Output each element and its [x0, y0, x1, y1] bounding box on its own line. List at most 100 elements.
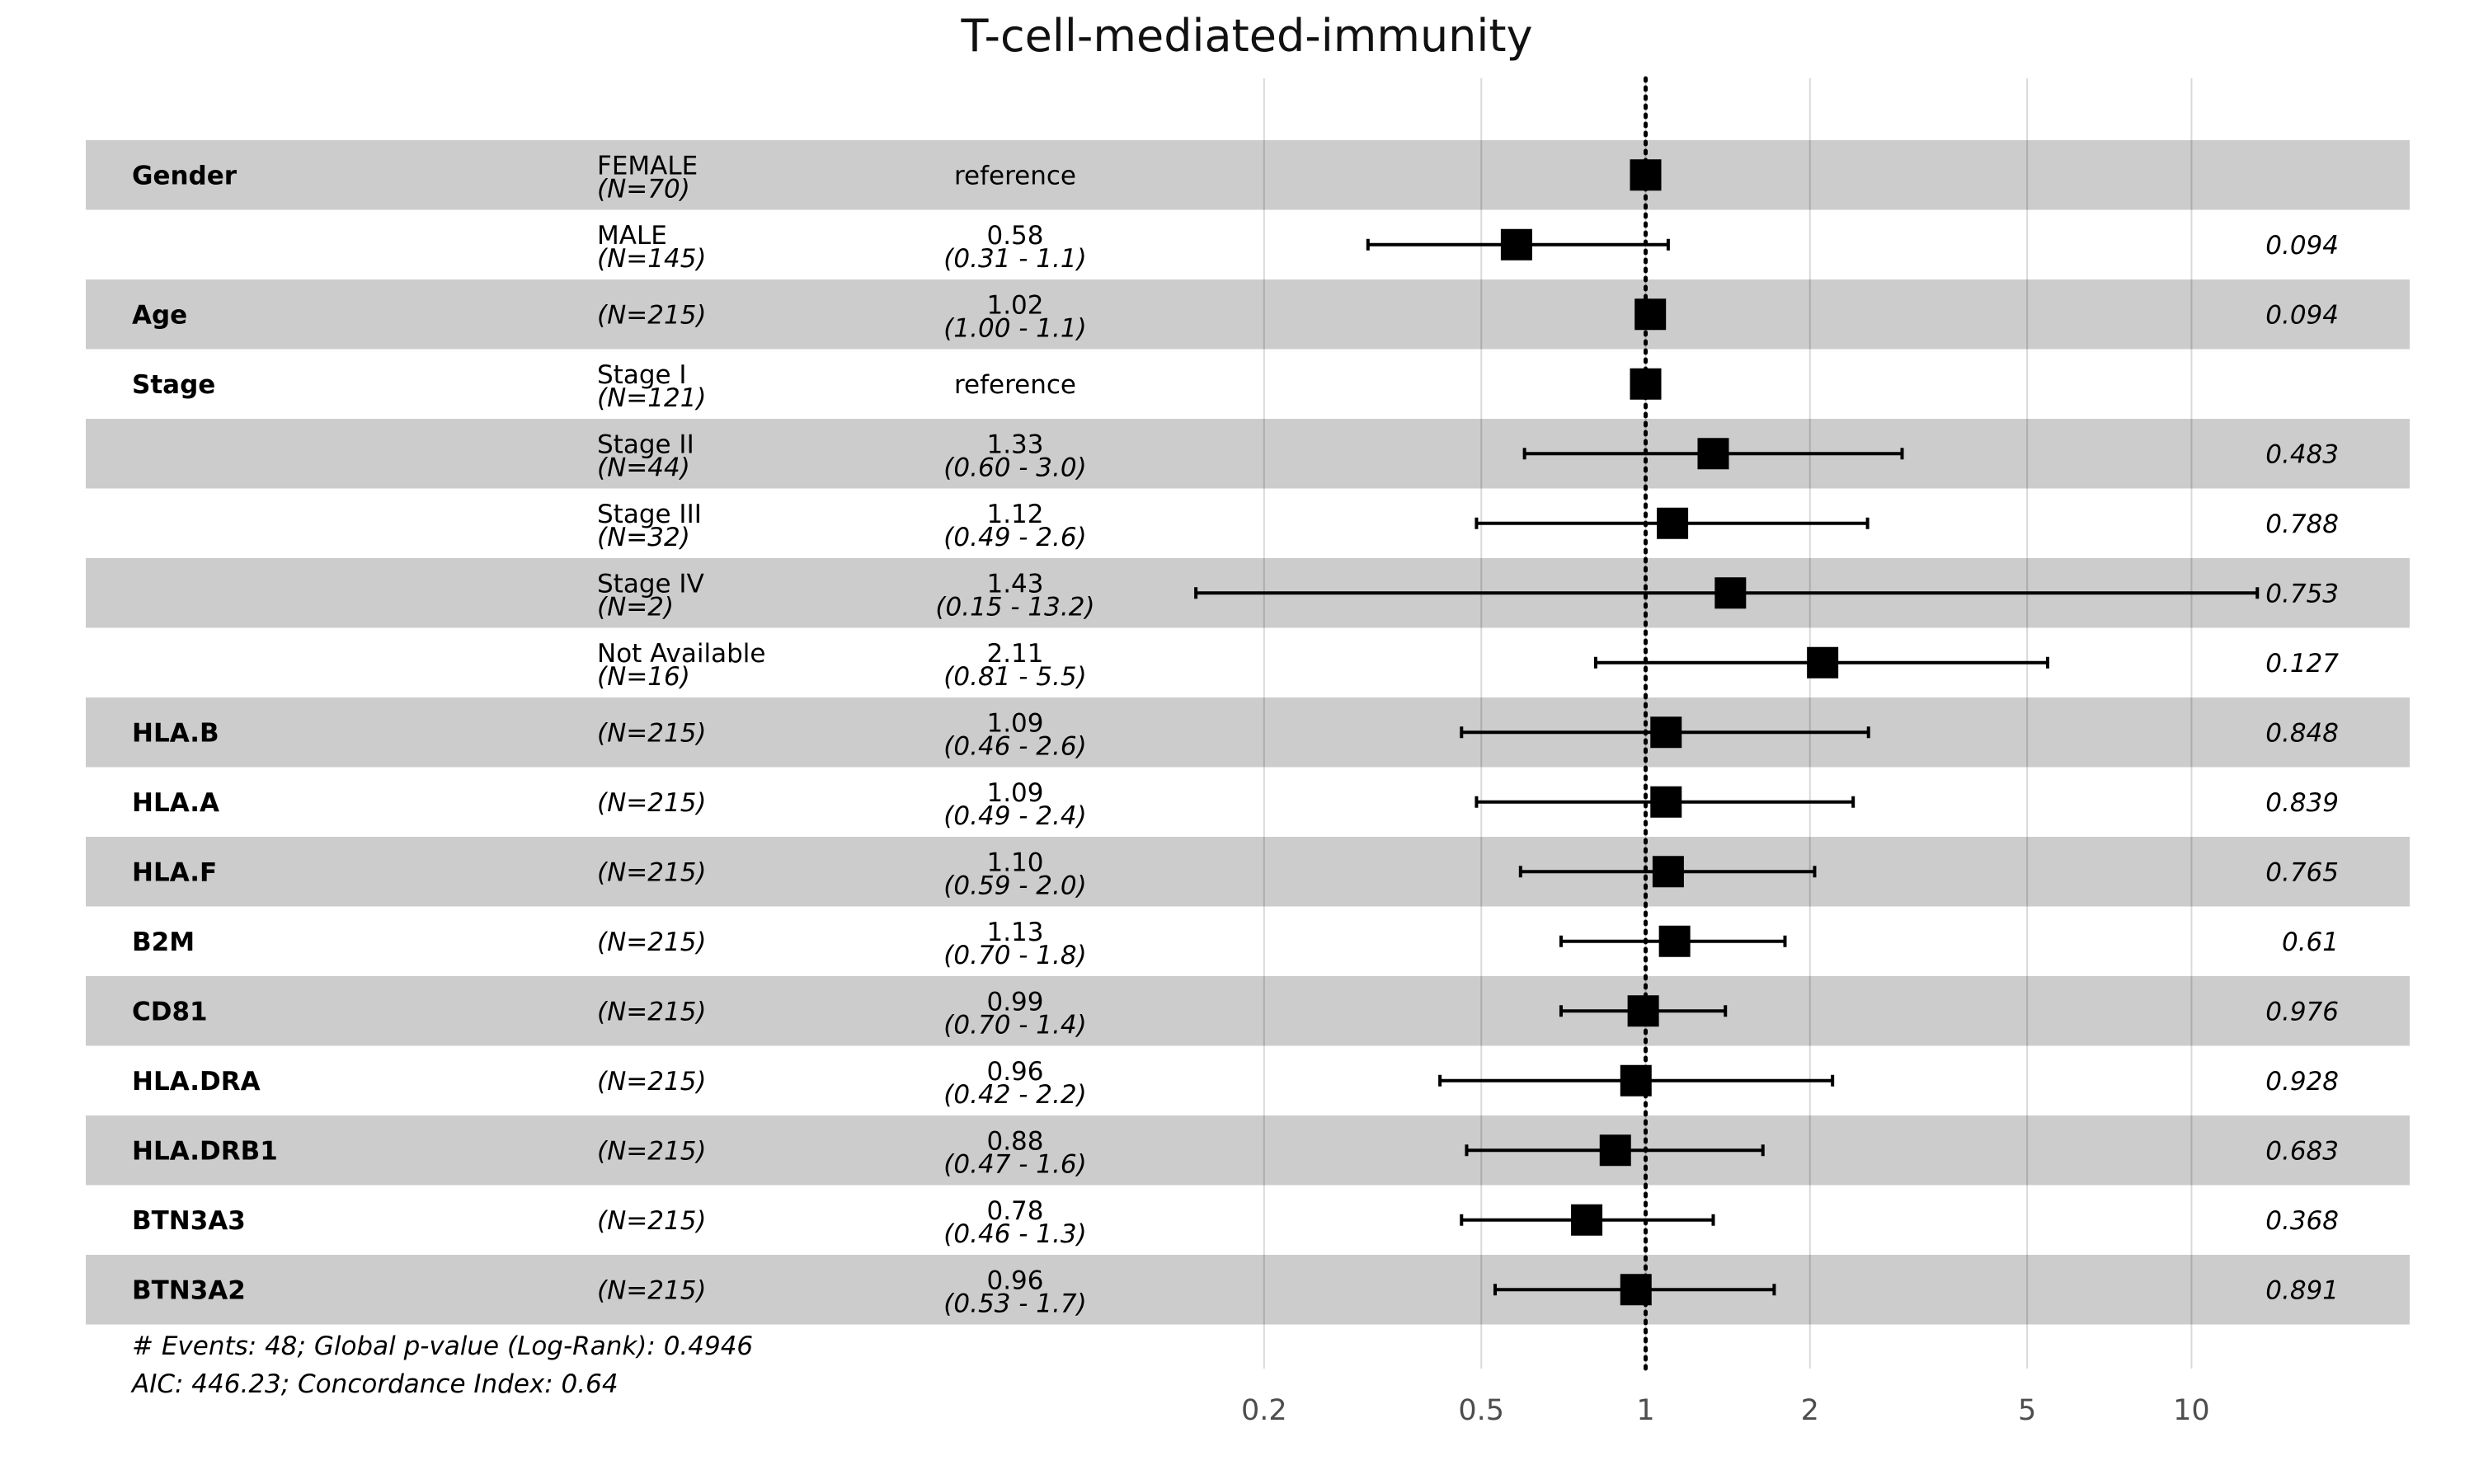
confidence-interval-label: (0.31 - 1.1)	[943, 244, 1086, 274]
row-band	[86, 279, 2410, 350]
hazard-ratio-marker	[1652, 856, 1684, 888]
variable-label: HLA.F	[132, 857, 217, 887]
variable-label: Stage	[132, 370, 215, 400]
n-label: (N=215)	[597, 928, 707, 957]
confidence-interval-label: (0.49 - 2.6)	[943, 523, 1086, 552]
hazard-ratio-marker	[1571, 1204, 1603, 1236]
level-label: FEMALE	[597, 151, 698, 181]
variable-label: BTN3A2	[132, 1275, 246, 1305]
variable-label: HLA.B	[132, 718, 219, 748]
level-label: Not Available	[597, 639, 765, 669]
variable-label: Age	[132, 300, 187, 330]
table-row: HLA.DRB1 (N=215) 0.88(0.47 - 1.6) 0.683	[132, 1126, 2339, 1179]
footnotes: # Events: 48; Global p-value (Log-Rank):…	[130, 1331, 753, 1399]
row-band	[86, 837, 2410, 907]
hazard-ratio-label: 1.12	[986, 500, 1043, 529]
hazard-ratio-label: 0.58	[986, 221, 1043, 251]
hazard-ratio-label: 1.43	[986, 569, 1043, 599]
confidence-interval-label: (0.46 - 1.3)	[943, 1219, 1086, 1249]
p-value-label: 0.976	[2265, 997, 2339, 1026]
p-value-label: 0.928	[2265, 1067, 2339, 1097]
table-rows: Gender FEMALE(N=70) reference MALE(N=145) 0.…	[132, 151, 2339, 1318]
table-row: Stage IV(N=2) 1.43(0.15 - 13.2) 0.753	[597, 569, 2339, 622]
confidence-interval-label: (0.60 - 3.0)	[943, 453, 1086, 482]
table-row: BTN3A3 (N=215) 0.78(0.46 - 1.3) 0.368	[132, 1196, 2339, 1249]
n-label: (N=2)	[597, 592, 674, 622]
x-tick-label: 0.2	[1241, 1394, 1287, 1427]
hazard-ratio-marker	[1697, 438, 1729, 470]
p-value-label: 0.683	[2265, 1136, 2339, 1166]
p-value-label: 0.127	[2265, 649, 2339, 679]
n-label: (N=215)	[597, 997, 707, 1026]
row-band	[86, 1185, 2410, 1255]
p-value-label: 0.61	[2282, 928, 2339, 957]
p-value-label: 0.094	[2265, 231, 2339, 261]
hazard-ratio-marker	[1650, 716, 1682, 749]
row-band	[86, 209, 2410, 279]
n-label: (N=215)	[597, 1136, 707, 1166]
n-label: (N=215)	[597, 1275, 707, 1305]
table-row: Stage Stage I(N=121) reference	[132, 360, 1662, 413]
variable-label: HLA.A	[132, 788, 219, 818]
table-row: BTN3A2 (N=215) 0.96(0.53 - 1.7) 0.891	[132, 1266, 2339, 1318]
hazard-ratio-marker	[1620, 1064, 1652, 1097]
table-row: Stage II(N=44) 1.33(0.60 - 3.0) 0.483	[597, 430, 2339, 482]
row-band	[86, 419, 2410, 489]
row-band	[86, 1115, 2410, 1186]
row-band	[86, 349, 2410, 419]
p-value-label: 0.753	[2265, 579, 2339, 608]
hazard-ratio-marker	[1599, 1134, 1631, 1167]
row-band	[86, 488, 2410, 558]
x-tick-label: 2	[1801, 1394, 1819, 1427]
row-bands	[86, 140, 2410, 1325]
row-band	[86, 1255, 2410, 1325]
p-value-label: 0.839	[2265, 788, 2339, 818]
hazard-ratio-label: 0.99	[986, 987, 1043, 1017]
confidence-interval-label: (0.49 - 2.4)	[943, 801, 1086, 831]
hazard-ratio-label: 2.11	[986, 639, 1043, 669]
n-label: (N=121)	[597, 383, 707, 413]
confidence-interval-label: (0.53 - 1.7)	[943, 1289, 1086, 1318]
table-row: HLA.DRA (N=215) 0.96(0.42 - 2.2) 0.928	[132, 1057, 2339, 1110]
n-label: (N=215)	[597, 1206, 707, 1236]
n-label: (N=215)	[597, 1067, 707, 1097]
row-band	[86, 1045, 2410, 1115]
table-row: Not Available(N=16) 2.11(0.81 - 5.5) 0.127	[597, 639, 2339, 692]
n-label: (N=215)	[597, 857, 707, 887]
n-label: (N=16)	[597, 662, 690, 692]
confidence-interval-label: (0.59 - 2.0)	[943, 871, 1086, 900]
n-label: (N=215)	[597, 300, 707, 330]
table-row: Gender FEMALE(N=70) reference	[132, 151, 1662, 204]
hazard-ratio-label: 0.78	[986, 1196, 1043, 1226]
confidence-interval-label: (0.15 - 13.2)	[935, 592, 1094, 622]
hazard-ratio-marker	[1500, 228, 1532, 261]
p-value-label: 0.368	[2265, 1206, 2339, 1236]
row-band	[86, 140, 2410, 210]
n-label: (N=44)	[597, 453, 690, 482]
hazard-ratio-label: 1.13	[986, 918, 1043, 947]
footnote: AIC: 446.23; Concordance Index: 0.64	[130, 1369, 618, 1399]
p-value-label: 0.483	[2265, 439, 2339, 469]
hazard-ratio-label: reference	[954, 161, 1076, 190]
hazard-ratio-label: 1.09	[986, 708, 1043, 738]
x-axis-ticks: 0.2 0.5 1 2 5 10	[1241, 1394, 2210, 1427]
variable-label: Gender	[132, 161, 238, 190]
table-row: HLA.B (N=215) 1.09(0.46 - 2.6) 0.848	[132, 708, 2339, 761]
row-band	[86, 906, 2410, 976]
confidence-interval-label: (0.46 - 2.6)	[943, 731, 1086, 761]
p-value-label: 0.094	[2265, 300, 2339, 330]
p-value-label: 0.788	[2265, 510, 2339, 539]
level-label: Stage I	[597, 360, 687, 390]
variable-label: HLA.DRA	[132, 1067, 261, 1097]
confidence-interval-label: (1.00 - 1.1)	[943, 313, 1086, 343]
hazard-ratio-label: 0.96	[986, 1057, 1043, 1087]
x-tick-label: 10	[2173, 1394, 2210, 1427]
confidence-interval-label: (0.70 - 1.8)	[943, 941, 1086, 970]
x-tick-label: 1	[1636, 1394, 1654, 1427]
hazard-ratio-marker	[1807, 646, 1839, 679]
variable-label: BTN3A3	[132, 1206, 246, 1236]
confidence-interval-label: (0.47 - 1.6)	[943, 1149, 1086, 1179]
hazard-ratio-label: reference	[954, 370, 1076, 400]
hazard-ratio-marker	[1634, 298, 1667, 331]
row-band	[86, 767, 2410, 837]
